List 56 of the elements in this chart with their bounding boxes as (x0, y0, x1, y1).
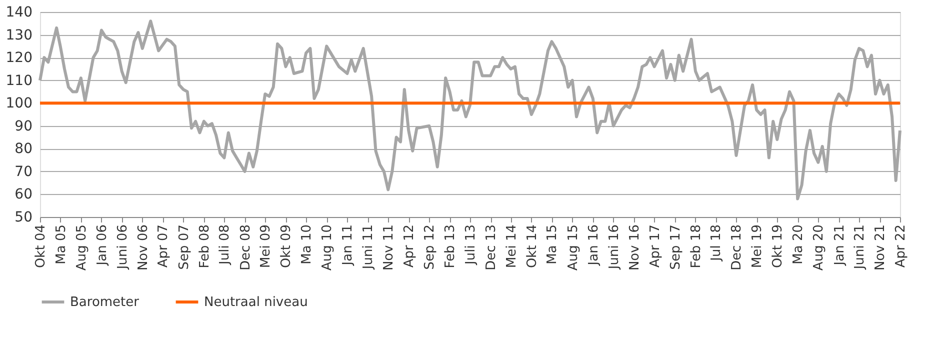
x-tick-label: Dec 18 (730, 224, 745, 270)
x-tick-label: Apr 12 (402, 224, 418, 268)
x-tick-label: Ma 20 (791, 224, 806, 264)
y-tick-label: 90 (14, 118, 32, 134)
x-tick-label: Ma 10 (300, 224, 315, 264)
x-tick-label: Sep 17 (668, 224, 684, 270)
x-tick-label: Mei 14 (504, 224, 520, 268)
x-tick-label: Juni 06 (115, 224, 130, 270)
x-tick-label: Ma 05 (54, 224, 69, 264)
legend-label: Neutraal niveau (204, 295, 308, 310)
x-tick-label: Sep 12 (422, 224, 438, 270)
y-tick-label: 110 (6, 72, 32, 89)
y-tick-label: 100 (6, 96, 32, 112)
x-tick-label: Okt 04 (34, 224, 48, 268)
x-tick-label: Nov 11 (382, 224, 397, 271)
x-tick-label: Aug 05 (74, 224, 90, 271)
y-tick-label: 50 (14, 210, 32, 226)
x-tick-label: Juli 13 (463, 224, 478, 266)
x-tick-label: Okt 09 (279, 224, 294, 268)
x-tick-label: Sep 07 (176, 224, 192, 270)
x-tick-label: Ma 15 (545, 224, 560, 264)
x-tick-label: Dec 13 (484, 224, 500, 270)
y-tick-label: 60 (14, 186, 32, 203)
x-tick-label: Juli 08 (218, 224, 233, 266)
x-tick-label: Mei 09 (258, 224, 274, 268)
x-tick-label: Apr 22 (894, 224, 908, 268)
x-tick-label: Juni 21 (852, 224, 868, 270)
y-tick-label: 130 (6, 27, 32, 44)
x-tick-label: Jul 18 (709, 224, 724, 262)
y-tick-label: 80 (14, 141, 32, 158)
x-tick-label: Okt 14 (524, 224, 540, 268)
x-tick-label: Nov 06 (136, 224, 151, 271)
x-tick-label: Juni 11 (361, 224, 376, 270)
x-tick-label: Jan 16 (586, 224, 602, 266)
legend-label: Barometer (70, 295, 140, 310)
x-tick-label: Mei 19 (750, 224, 766, 268)
x-tick-label: Jan 06 (94, 224, 110, 266)
y-tick-label: 120 (6, 50, 32, 66)
x-tick-label: Jan 11 (340, 224, 356, 266)
x-tick-label: Nov 16 (627, 224, 642, 271)
x-tick-label: Aug 10 (320, 224, 336, 271)
x-tick-label: Juni 16 (606, 224, 622, 270)
x-tick-label: Nov 21 (873, 224, 888, 271)
y-tick-label: 70 (14, 164, 32, 180)
x-tick-label: Dec 08 (238, 224, 254, 270)
x-tick-label: Feb 08 (197, 224, 212, 268)
x-tick-label: Feb 13 (443, 224, 458, 268)
y-tick-label: 140 (6, 4, 32, 20)
x-tick-label: Apr 07 (156, 224, 172, 268)
x-tick-label: Apr 17 (648, 224, 663, 268)
x-tick-label: Okt 19 (770, 224, 786, 268)
line-series (38, 20, 902, 200)
x-tick-label: Aug 20 (812, 224, 827, 271)
x-tick-label: Feb 18 (688, 224, 704, 268)
x-tick-label: Jan 21 (832, 224, 848, 266)
x-tick-label: Aug 15 (566, 224, 581, 271)
